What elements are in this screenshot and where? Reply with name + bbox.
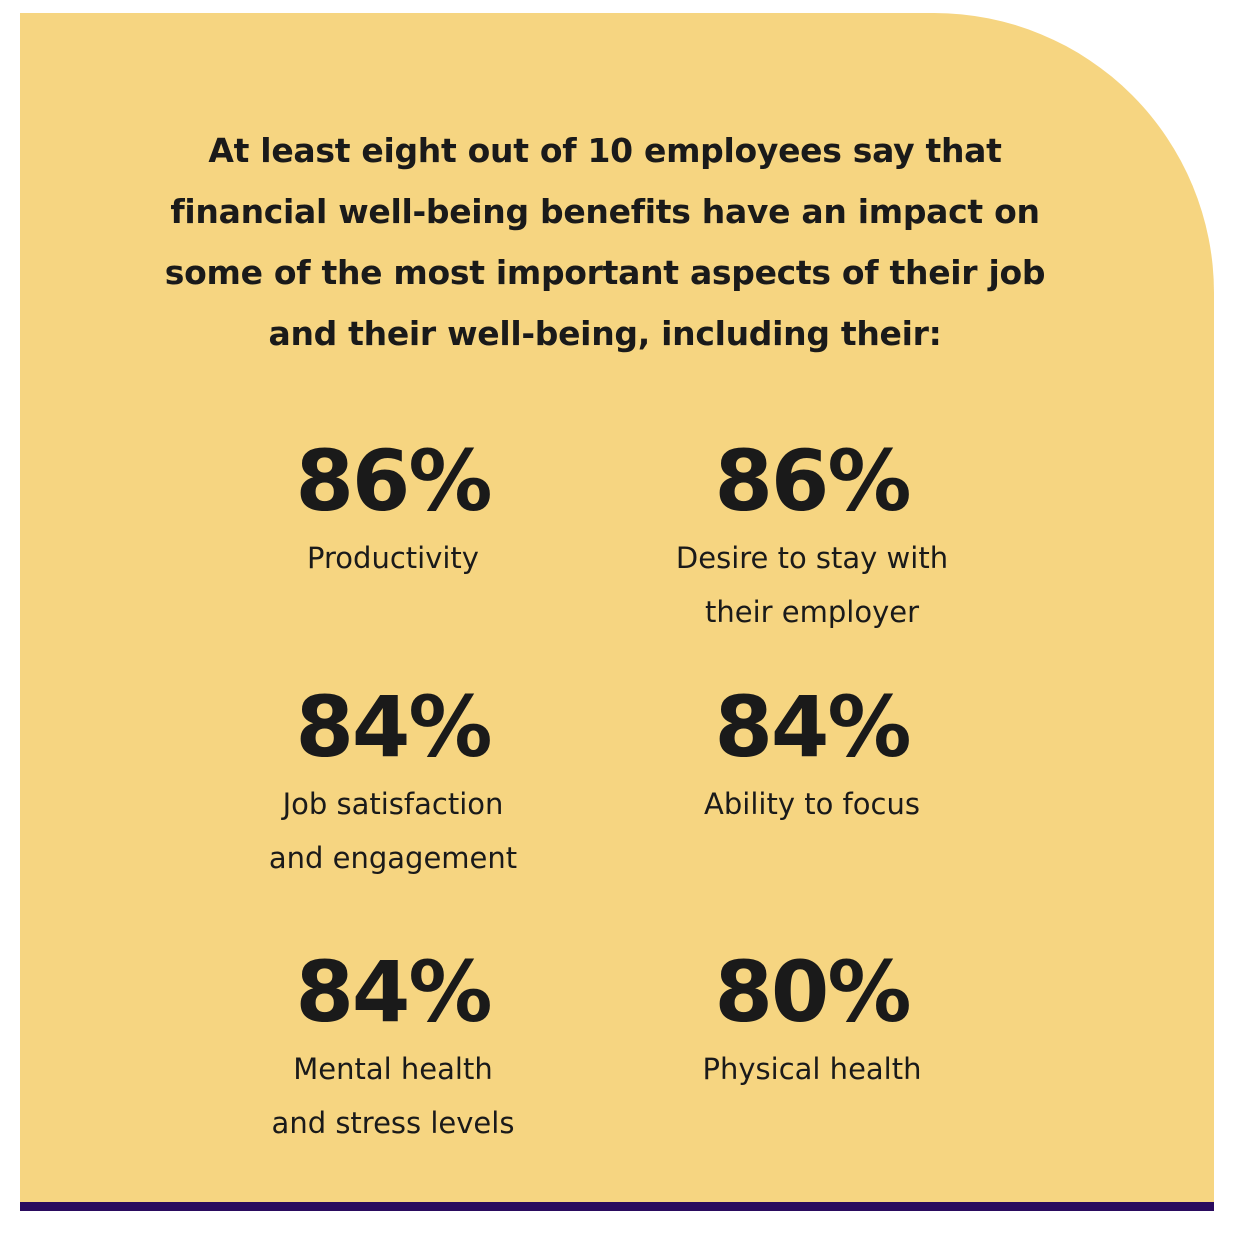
stat-value: 86% — [295, 432, 492, 530]
bottom-divider — [20, 1202, 1214, 1211]
stat-label: Physical health — [702, 1052, 922, 1086]
stat-productivity: 86% Productivity — [203, 431, 583, 585]
stat-label: Job satisfaction and engagement — [268, 787, 518, 875]
stats-card: At least eight out of 10 employees say t… — [20, 13, 1214, 1203]
stat-value: 86% — [714, 432, 911, 530]
stat-value: 84% — [295, 678, 492, 776]
stat-mental-health: 84% Mental health and stress levels — [203, 942, 583, 1150]
intro-text: At least eight out of 10 employees say t… — [164, 131, 1046, 353]
stat-value: 84% — [295, 943, 492, 1041]
stat-ability-to-focus: 84% Ability to focus — [622, 677, 1002, 831]
stat-value: 84% — [714, 678, 911, 776]
stat-physical-health: 80% Physical health — [622, 942, 1002, 1096]
stat-desire-to-stay: 86% Desire to stay with their employer — [622, 431, 1002, 639]
stat-label: Mental health and stress levels — [271, 1052, 515, 1140]
stat-value: 80% — [714, 943, 911, 1041]
stat-label: Desire to stay with their employer — [675, 541, 949, 629]
stat-label: Productivity — [307, 541, 479, 575]
stat-job-satisfaction: 84% Job satisfaction and engagement — [203, 677, 583, 885]
stat-label: Ability to focus — [704, 787, 920, 821]
